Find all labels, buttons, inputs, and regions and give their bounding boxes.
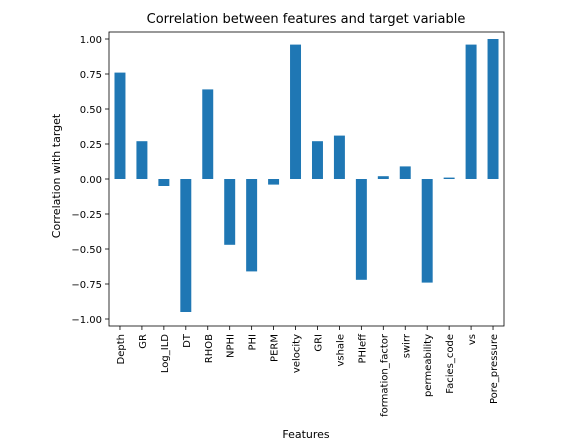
x-tick-label: Log_ILD <box>160 334 171 373</box>
y-tick-label: 0.50 <box>80 105 102 116</box>
bar-gri <box>311 141 323 179</box>
x-tick-label: vshale <box>335 334 346 367</box>
chart-title: Correlation between features and target … <box>147 12 466 27</box>
x-tick-label: GRI <box>313 334 324 352</box>
bar-log-ild <box>158 179 170 186</box>
x-tick-label: GR <box>138 334 149 349</box>
bar-permeability <box>421 179 433 283</box>
y-tick-label: 0.75 <box>80 70 102 81</box>
plot-frame <box>108 31 505 327</box>
x-tick-label: swirr <box>401 333 412 358</box>
bar-swirr <box>399 166 411 179</box>
x-tick-label: Facies_code <box>445 334 456 394</box>
bar-pore-pressure <box>487 39 499 179</box>
bar-dt <box>180 179 192 312</box>
y-tick-label: −0.25 <box>71 210 102 221</box>
bar-nphi <box>224 179 236 245</box>
y-tick-label: −0.50 <box>71 245 102 256</box>
y-axis-label: Correlation with target <box>50 113 63 238</box>
x-tick-label: DT <box>182 333 193 348</box>
x-tick-label: PHI <box>248 334 259 351</box>
x-tick-label: PHIeff <box>357 333 368 364</box>
bar-phieff <box>355 179 367 280</box>
bar-vs <box>465 44 477 179</box>
x-tick-label: NPHI <box>226 334 237 358</box>
x-tick-label: RHOB <box>204 334 215 363</box>
bar-perm <box>268 179 280 185</box>
y-tick-label: 0.00 <box>80 175 102 186</box>
x-tick-label: velocity <box>292 334 303 373</box>
bar-gr <box>136 141 148 179</box>
x-tick-label: PERM <box>270 334 281 362</box>
y-axis: 1.00 0.75 0.50 0.25 0.00 −0.25 −0.50 −0.75 −1.00 <box>71 35 109 326</box>
bar-vshale <box>333 135 345 179</box>
x-tick-label: Depth <box>116 334 127 364</box>
y-tick-label: −0.75 <box>71 280 102 291</box>
bar-phi <box>246 179 258 272</box>
y-tick-label: −1.00 <box>71 315 102 326</box>
bar-depth <box>114 72 126 179</box>
bars-group <box>114 39 499 312</box>
y-tick-label: 1.00 <box>80 35 102 46</box>
x-tick-label: permeability <box>423 334 434 397</box>
x-tick-label: vs <box>467 334 478 345</box>
x-axis-label: Features <box>282 428 330 441</box>
bar-rhob <box>202 89 214 179</box>
y-tick-label: 0.25 <box>80 140 102 151</box>
bar-velocity <box>290 44 302 179</box>
x-tick-label: formation_factor <box>379 333 390 417</box>
x-tick-label: Pore_pressure <box>489 334 500 404</box>
bar-facies-code <box>443 177 455 179</box>
bar-formation-factor <box>377 176 389 179</box>
x-axis: Depth GR Log_ILD DT RHOB NPHI PHI PERM velocity G… <box>116 326 500 417</box>
